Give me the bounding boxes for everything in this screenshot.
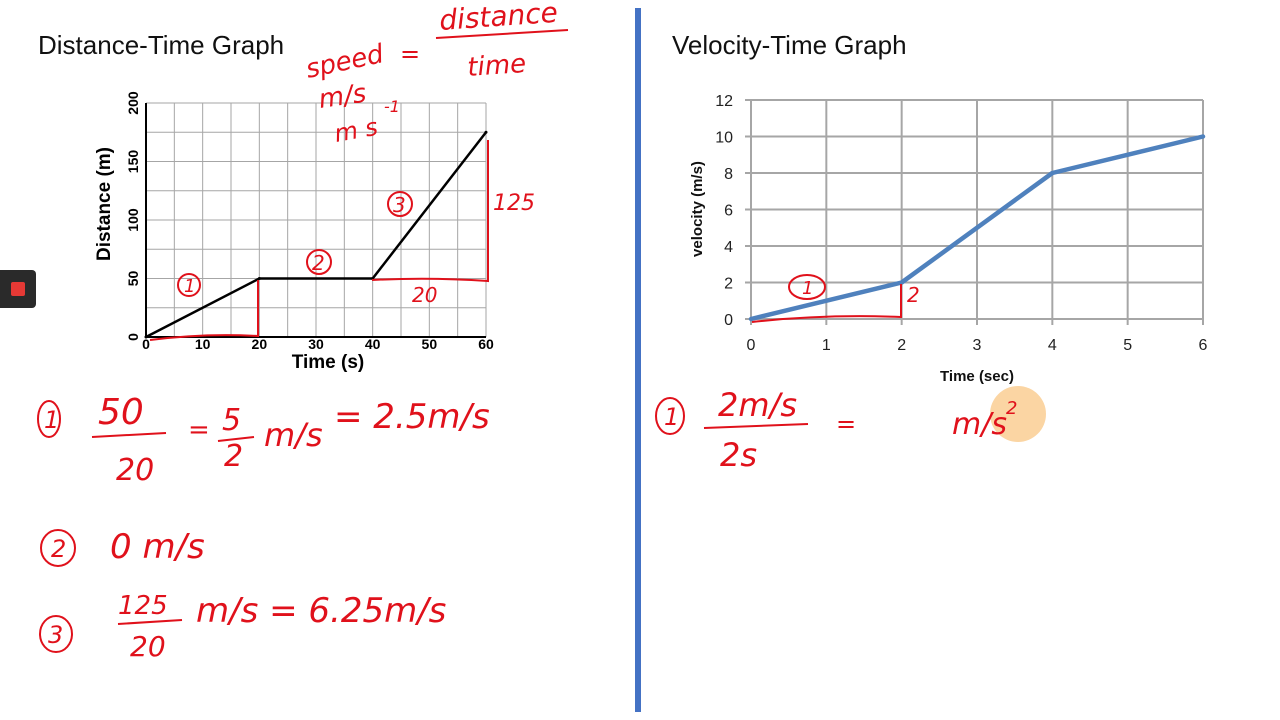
chart-1-x-tick-label: 0 bbox=[747, 337, 756, 354]
fraction-bar bbox=[435, 29, 569, 39]
chart-1-data-point bbox=[900, 281, 904, 284]
speed-equals: = bbox=[400, 40, 420, 68]
w1-result: = 2.5m/s bbox=[334, 397, 490, 437]
chart-0-x-tick-label: 10 bbox=[195, 336, 211, 352]
chart-1-x-tick-label: 5 bbox=[1123, 337, 1132, 354]
chart-1-y-tick-label: 0 bbox=[724, 312, 733, 329]
rise-125: 125 bbox=[493, 191, 535, 216]
v1-numerator: 2m/s bbox=[718, 386, 797, 424]
w1-fraction-bar-2 bbox=[217, 436, 255, 442]
run-20: 20 bbox=[412, 283, 437, 307]
velocity-time-title: Velocity-Time Graph bbox=[672, 30, 907, 60]
seg1-number: 1 bbox=[184, 276, 195, 297]
w3-numerator: 125 bbox=[118, 591, 168, 621]
speed-word: speed bbox=[303, 39, 387, 85]
segment-3-circle bbox=[387, 191, 413, 217]
distance-time-title: Distance-Time Graph bbox=[38, 30, 285, 60]
chart-0-x-tick-label: 50 bbox=[422, 336, 438, 352]
w3-fraction-bar bbox=[117, 619, 183, 625]
ink-strokes bbox=[37, 29, 902, 653]
chart-1-y-tick-label: 12 bbox=[715, 93, 733, 110]
v1-unit: m/s bbox=[952, 407, 1007, 442]
w2-result: 0 m/s bbox=[110, 527, 205, 567]
chart-0-data-point bbox=[257, 277, 261, 280]
v1-equals: = bbox=[836, 410, 856, 438]
chart-1-x-tick-label: 4 bbox=[1048, 337, 1057, 354]
chart-1-y-axis-title: velocity (m/s) bbox=[689, 161, 706, 257]
chart-1-x-axis-title: Time (sec) bbox=[940, 368, 1014, 385]
chart-0-x-tick-label: 60 bbox=[478, 336, 494, 352]
w3-denominator: 20 bbox=[130, 630, 166, 663]
work-3-circle bbox=[39, 615, 73, 653]
chart-1-x-tick-label: 2 bbox=[897, 337, 906, 354]
seg2-number: 2 bbox=[312, 251, 325, 275]
chart-1-data-point bbox=[1050, 171, 1054, 175]
chart-1-y-tick-label: 4 bbox=[724, 239, 733, 256]
w1-fraction-bar bbox=[91, 432, 167, 438]
vwork-1-label: 1 bbox=[664, 403, 679, 431]
segment-1-triangle bbox=[149, 280, 259, 341]
chart-0-x-axis-title: Time (s) bbox=[292, 352, 365, 373]
chart-0-y-tick-label: 150 bbox=[125, 150, 141, 174]
w1-unit: m/s bbox=[264, 416, 323, 454]
w1-numerator: 50 bbox=[98, 392, 144, 433]
ink-text: speed = distance time m/s m s -1 1 2 3 1… bbox=[44, 0, 1017, 663]
unit-ms-1: m s bbox=[332, 113, 380, 148]
chart-0-data-point bbox=[144, 335, 148, 339]
chart-1-y-tick-label: 8 bbox=[724, 166, 733, 183]
segment-2-circle bbox=[306, 249, 332, 275]
vt-rise-2: 2 bbox=[907, 283, 920, 307]
work-2-label: 2 bbox=[51, 535, 66, 563]
chart-0-y-tick-label: 100 bbox=[125, 208, 141, 232]
vt-triangle bbox=[751, 284, 902, 323]
time-word: time bbox=[466, 49, 527, 83]
work-2-circle bbox=[40, 529, 76, 567]
v1-fraction-bar bbox=[703, 423, 809, 429]
chart-1-y-tick-label: 2 bbox=[724, 276, 733, 293]
unit-exp: -1 bbox=[384, 97, 400, 116]
segment-3-triangle bbox=[371, 140, 489, 283]
chart-0-y-tick-label: 0 bbox=[125, 333, 141, 341]
chart-0-data-point bbox=[484, 130, 488, 134]
chart-0-x-tick-label: 0 bbox=[142, 336, 150, 352]
unit-ms: m/s bbox=[317, 79, 368, 115]
w3-result: m/s = 6.25m/s bbox=[196, 591, 446, 631]
chart-0-y-axis-title: Distance (m) bbox=[94, 147, 115, 261]
stop-square-icon bbox=[11, 282, 25, 296]
work-1-circle bbox=[37, 400, 61, 438]
record-stop-button[interactable] bbox=[0, 270, 36, 308]
chart-1-series-line bbox=[748, 134, 1206, 322]
chart-1-data-point bbox=[749, 317, 753, 321]
page-divider bbox=[635, 8, 641, 712]
w1-equals: = bbox=[188, 415, 210, 445]
v1-exponent: 2 bbox=[1006, 398, 1017, 419]
work-1-label: 1 bbox=[44, 406, 59, 434]
chart-1-x-tick-label: 3 bbox=[973, 337, 982, 354]
chart-1-data-point bbox=[1201, 135, 1205, 138]
w1-denominator-2: 2 bbox=[224, 439, 243, 474]
segment-1-circle bbox=[177, 273, 201, 297]
chart-0-x-tick-label: 40 bbox=[365, 336, 381, 352]
work-3-label: 3 bbox=[48, 621, 63, 649]
vt-segment-1-circle bbox=[788, 274, 826, 300]
chart-1-y-tick-label: 6 bbox=[724, 203, 733, 220]
pointer-highlight bbox=[990, 386, 1046, 442]
vwork-1-circle bbox=[655, 397, 685, 435]
chart-0-x-tick-label: 20 bbox=[252, 336, 268, 352]
chart-0-series-line bbox=[144, 131, 488, 339]
w1-denominator: 20 bbox=[116, 453, 154, 488]
chart-0-x-tick-label: 30 bbox=[308, 336, 324, 352]
chart-0-y-tick-label: 50 bbox=[125, 271, 141, 287]
chart-1-x-tick-label: 1 bbox=[822, 337, 831, 354]
v1-denominator: 2s bbox=[720, 436, 757, 474]
chart-1-y-tick-label: 10 bbox=[715, 130, 733, 147]
seg3-number: 3 bbox=[393, 193, 406, 217]
chart-1-x-tick-label: 6 bbox=[1199, 337, 1208, 354]
w1-numerator-2: 5 bbox=[222, 403, 241, 438]
chart-0-y-tick-label: 200 bbox=[125, 91, 141, 115]
vt-seg1-number: 1 bbox=[802, 278, 813, 299]
